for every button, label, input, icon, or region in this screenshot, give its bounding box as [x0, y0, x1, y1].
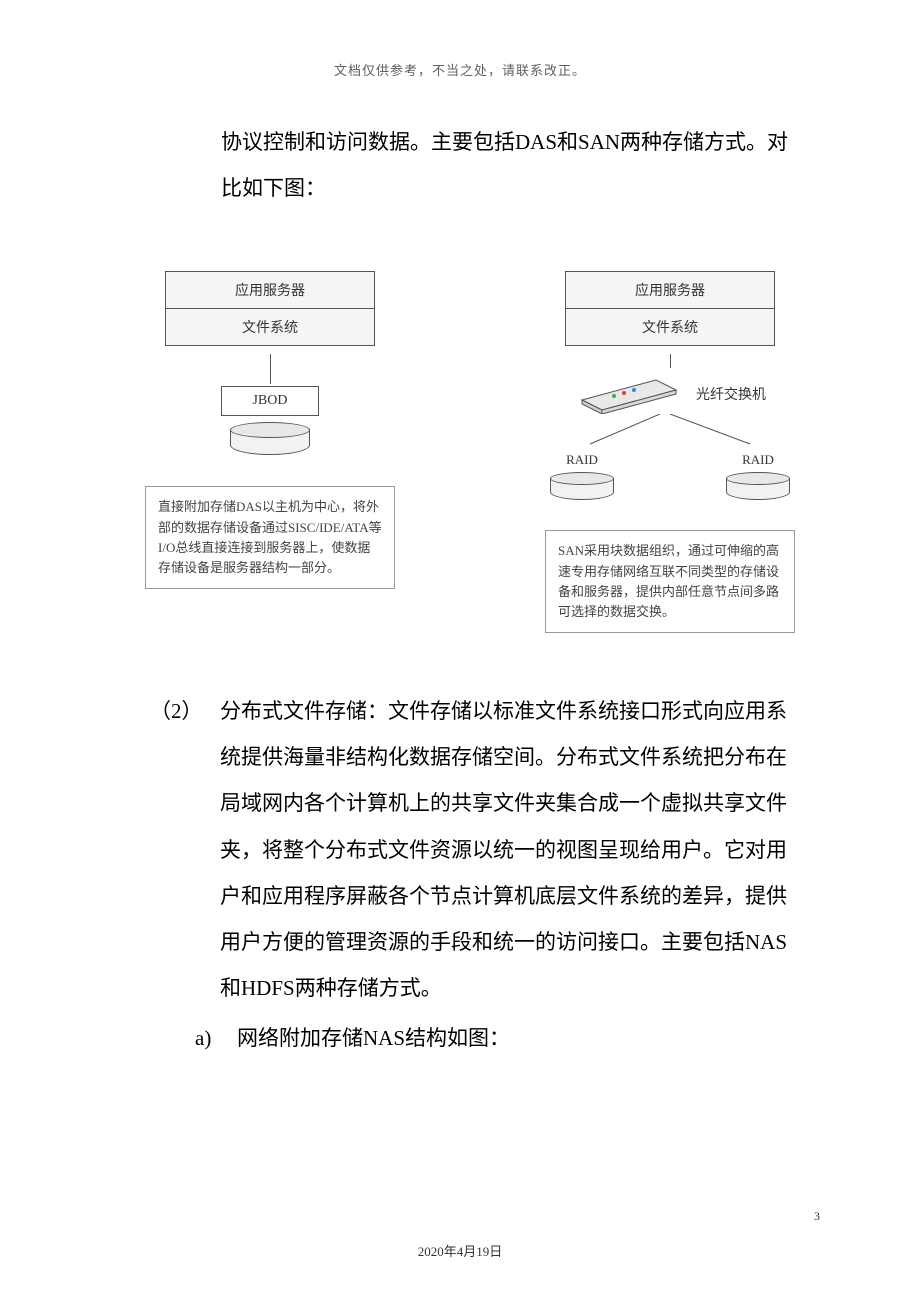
san-fanout-lines — [550, 418, 790, 446]
sub-item-a-text: 网络附加存储NAS结构如图： — [237, 1015, 510, 1061]
das-fs-box: 文件系统 — [165, 309, 375, 346]
das-connector-line — [270, 354, 271, 384]
san-column: 应用服务器 文件系统 光纤交换机 RAID — [535, 271, 805, 633]
das-column: 应用服务器 文件系统 JBOD 直接附加存储DAS以主机为中心，将外部的数据存储… — [135, 271, 405, 633]
sub-item-a-label: a) — [195, 1015, 237, 1061]
item-2-text: 分布式文件存储：文件存储以标准文件系统接口形式向应用系统提供海量非结构化数据存储… — [220, 688, 805, 1011]
fiber-switch-label: 光纤交换机 — [696, 384, 766, 404]
raid-right-label: RAID — [742, 452, 774, 468]
raid-right-cylinder-icon — [726, 472, 790, 506]
jbod-group: JBOD — [221, 386, 318, 462]
das-app-server-box: 应用服务器 — [165, 271, 375, 309]
san-fs-box: 文件系统 — [565, 309, 775, 346]
jbod-cylinder-icon — [230, 422, 310, 462]
raid-left-label: RAID — [566, 452, 598, 468]
fiber-switch-row: 光纤交换机 — [535, 374, 805, 414]
comparison-diagram: 应用服务器 文件系统 JBOD 直接附加存储DAS以主机为中心，将外部的数据存储… — [95, 271, 825, 633]
san-app-server-box: 应用服务器 — [565, 271, 775, 309]
item-2: （2） 分布式文件存储：文件存储以标准文件系统接口形式向应用系统提供海量非结构化… — [150, 688, 805, 1011]
item-2-number: （2） — [150, 688, 220, 1011]
san-description: SAN采用块数据组织，通过可伸缩的高速专用存储网络互联不同类型的存储设备和服务器… — [545, 530, 795, 633]
san-server-stack: 应用服务器 文件系统 — [565, 271, 775, 346]
das-server-stack: 应用服务器 文件系统 — [165, 271, 375, 346]
header-watermark: 文档仅供参考，不当之处，请联系改正。 — [95, 60, 825, 79]
sub-item-a: a) 网络附加存储NAS结构如图： — [195, 1015, 825, 1061]
footer-date: 2020年4月19日 — [0, 1241, 920, 1260]
das-description: 直接附加存储DAS以主机为中心，将外部的数据存储设备通过SISC/IDE/ATA… — [145, 486, 395, 589]
jbod-label: JBOD — [221, 386, 318, 416]
top-paragraph: 协议控制和访问数据。主要包括DAS和SAN两种存储方式。对比如下图： — [221, 119, 805, 211]
raid-row: RAID RAID — [550, 452, 790, 506]
san-top-connector — [670, 354, 671, 368]
fiber-switch-icon — [574, 374, 684, 414]
raid-left-cylinder-icon — [550, 472, 614, 506]
raid-left: RAID — [550, 452, 614, 506]
page-number: 3 — [814, 1209, 820, 1224]
raid-right: RAID — [726, 452, 790, 506]
